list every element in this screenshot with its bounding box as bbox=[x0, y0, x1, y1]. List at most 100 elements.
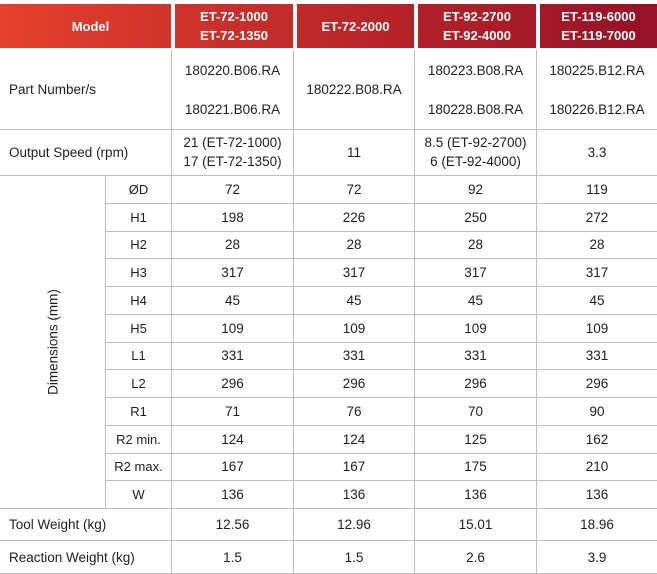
dimensions-group-label: Dimensions (mm) bbox=[45, 289, 60, 395]
reaction-weight-value: 1.5 bbox=[171, 541, 293, 574]
column-header-line: ET-72-1350 bbox=[200, 28, 268, 43]
tool-weight-value: 18.96 bbox=[536, 509, 657, 541]
reaction-weight-value: 2.6 bbox=[414, 541, 536, 574]
tool-weight-label: Tool Weight (kg) bbox=[0, 509, 171, 541]
dimension-value: 136 bbox=[414, 481, 536, 509]
dimension-value: 70 bbox=[414, 398, 536, 426]
reaction-weight-value: 1.5 bbox=[293, 541, 414, 574]
part-number-cell: 180223.B08.RA 180228.B08.RA bbox=[414, 50, 536, 130]
dimension-row: H3 317 317 317 317 bbox=[0, 259, 657, 287]
dimension-label: L1 bbox=[105, 342, 171, 371]
dimension-value: 119 bbox=[536, 176, 657, 204]
part-number: 180228.B08.RA bbox=[427, 101, 524, 117]
dimension-value: 45 bbox=[536, 287, 657, 315]
dimension-value: 317 bbox=[171, 259, 293, 287]
output-speed-label: Output Speed (rpm) bbox=[0, 130, 171, 176]
output-speed-value: 17 (ET-72-1350) bbox=[183, 154, 282, 169]
dimension-value: 226 bbox=[293, 203, 414, 232]
output-speed-value: 6 (ET-92-4000) bbox=[430, 154, 521, 169]
dimension-value: 76 bbox=[293, 398, 414, 426]
output-speed-cell: 11 bbox=[293, 130, 414, 176]
dimension-value: 162 bbox=[536, 425, 657, 454]
output-speed-cell: 3.3 bbox=[536, 130, 657, 176]
output-speed-value: 11 bbox=[346, 144, 361, 160]
dimension-value: 72 bbox=[293, 176, 414, 204]
dimension-value: 28 bbox=[293, 231, 414, 260]
dimension-value: 45 bbox=[171, 287, 293, 315]
dimension-value: 198 bbox=[171, 203, 293, 232]
column-header-line: ET-119-6000 bbox=[561, 9, 636, 24]
dimensions-group-cell: Dimensions (mm) bbox=[0, 176, 105, 509]
dimension-value: 317 bbox=[293, 259, 414, 287]
dimension-label: H4 bbox=[105, 287, 171, 315]
part-numbers-label: Part Number/s bbox=[0, 50, 171, 130]
dimension-row: R1 71 76 70 90 bbox=[0, 398, 657, 426]
column-header-line: ET-92-2700 bbox=[443, 9, 511, 24]
column-header-line: ET-72-1000 bbox=[200, 9, 268, 24]
dimension-label: H2 bbox=[105, 231, 171, 260]
dimension-row: H2 28 28 28 28 bbox=[0, 231, 657, 260]
part-number: 180223.B08.RA bbox=[427, 62, 524, 78]
dimension-value: 296 bbox=[171, 370, 293, 398]
part-number: 180220.B06.RA bbox=[184, 62, 281, 78]
header-row: Model ET-72-1000 ET-72-1350 ET-72-2000 E… bbox=[0, 0, 657, 50]
column-header-line: ET-92-4000 bbox=[443, 28, 511, 43]
output-speed-cell: 8.5 (ET-92-2700) 6 (ET-92-4000) bbox=[414, 130, 536, 176]
tool-weight-value: 12.96 bbox=[293, 509, 414, 541]
dimension-label: ØD bbox=[105, 176, 171, 204]
part-number-cell: 180220.B06.RA 180221.B06.RA bbox=[171, 50, 293, 130]
dimension-value: 331 bbox=[536, 342, 657, 371]
dimension-label: H5 bbox=[105, 314, 171, 343]
dimension-value: 45 bbox=[414, 287, 536, 315]
dimension-label: L2 bbox=[105, 370, 171, 398]
dimension-value: 28 bbox=[171, 231, 293, 260]
dimension-value: 272 bbox=[536, 203, 657, 232]
reaction-weight-value: 3.9 bbox=[536, 541, 657, 574]
dimension-row: H1 198 226 250 272 bbox=[0, 203, 657, 232]
dimension-label: R1 bbox=[105, 398, 171, 426]
dimension-value: 331 bbox=[293, 342, 414, 371]
dimension-value: 296 bbox=[536, 370, 657, 398]
dimension-value: 72 bbox=[171, 176, 293, 204]
dimension-label: H3 bbox=[105, 259, 171, 287]
column-header-line: ET-72-2000 bbox=[321, 18, 390, 34]
dimension-row: W 136 136 136 136 bbox=[0, 481, 657, 509]
dimension-value: 167 bbox=[293, 453, 414, 482]
dimension-value: 109 bbox=[414, 314, 536, 343]
dimension-value: 109 bbox=[171, 314, 293, 343]
part-number: 180222.B08.RA bbox=[306, 82, 402, 97]
dimension-row: H5 109 109 109 109 bbox=[0, 314, 657, 343]
dimension-row: H4 45 45 45 45 bbox=[0, 287, 657, 315]
dimension-value: 28 bbox=[414, 231, 536, 260]
dimension-value: 331 bbox=[171, 342, 293, 371]
dimension-row: R2 min. 124 124 125 162 bbox=[0, 425, 657, 454]
reaction-weight-label: Reaction Weight (kg) bbox=[0, 541, 171, 574]
dimension-value: 167 bbox=[171, 453, 293, 482]
tool-weight-value: 15.01 bbox=[414, 509, 536, 541]
tool-weight-row: Tool Weight (kg) 12.56 12.96 15.01 18.96 bbox=[0, 509, 657, 541]
dimension-value: 317 bbox=[414, 259, 536, 287]
model-label: Model bbox=[71, 18, 110, 34]
dimension-value: 331 bbox=[414, 342, 536, 371]
column-header-et-92: ET-92-2700 ET-92-4000 bbox=[414, 0, 536, 50]
dimension-label: R2 max. bbox=[105, 453, 171, 482]
part-number: 180221.B06.RA bbox=[184, 101, 281, 117]
dimension-value: 125 bbox=[414, 425, 536, 454]
column-header-et-72-2000: ET-72-2000 bbox=[293, 0, 414, 50]
dimension-label: W bbox=[105, 481, 171, 509]
tool-weight-value: 12.56 bbox=[171, 509, 293, 541]
dimension-label: R2 min. bbox=[105, 425, 171, 454]
output-speed-value: 8.5 (ET-92-2700) bbox=[424, 135, 527, 150]
output-speed-value: 3.3 bbox=[587, 144, 607, 160]
part-number-cell: 180225.B12.RA 180226.B12.RA bbox=[536, 50, 657, 130]
dimension-value: 210 bbox=[536, 453, 657, 482]
dimension-value: 175 bbox=[414, 453, 536, 482]
dimension-value: 45 bbox=[293, 287, 414, 315]
model-header-cell: Model bbox=[0, 0, 171, 50]
dimension-value: 136 bbox=[293, 481, 414, 509]
part-number: 180226.B12.RA bbox=[549, 101, 645, 117]
dimension-value: 136 bbox=[171, 481, 293, 509]
dimension-value: 124 bbox=[293, 425, 414, 454]
dimension-value: 124 bbox=[171, 425, 293, 454]
